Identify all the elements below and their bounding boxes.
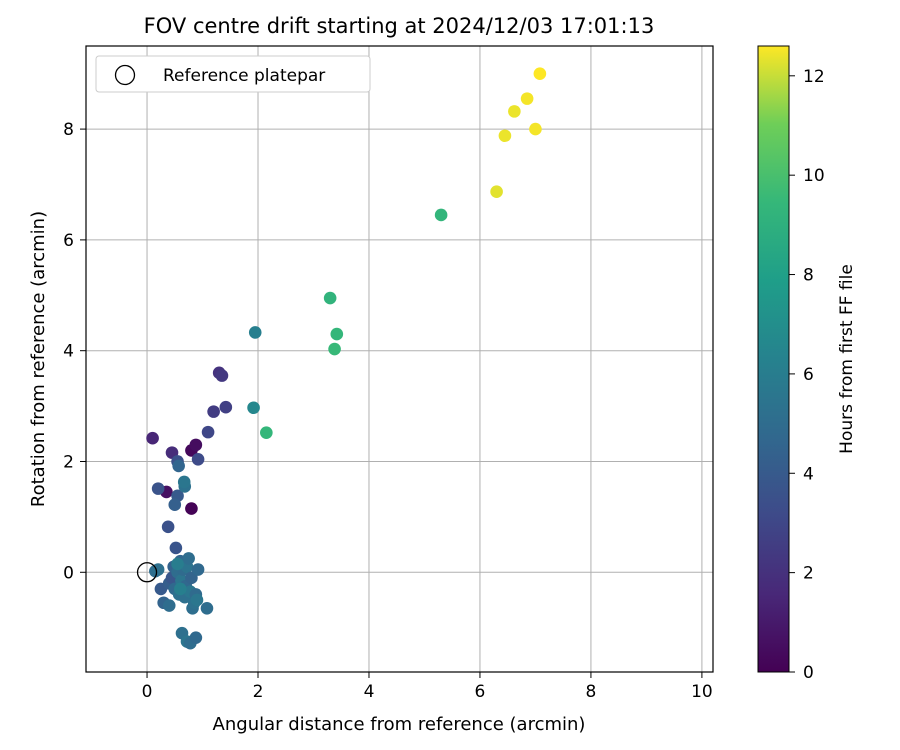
x-tick-label: 2 bbox=[253, 682, 264, 702]
legend-label: Reference platepar bbox=[163, 66, 325, 86]
x-tick-label: 6 bbox=[475, 682, 486, 702]
data-point bbox=[508, 105, 521, 118]
legend-marker bbox=[114, 64, 136, 86]
colorbar-gradient bbox=[757, 45, 790, 673]
data-point bbox=[247, 401, 260, 415]
data-point bbox=[182, 552, 195, 565]
data-point bbox=[498, 129, 512, 143]
data-point bbox=[330, 327, 344, 341]
data-point bbox=[434, 208, 448, 222]
data-point bbox=[520, 92, 534, 105]
chart-title: FOV centre drift starting at 2024/12/03 … bbox=[144, 14, 655, 38]
reference-point bbox=[136, 562, 158, 583]
data-point bbox=[191, 452, 205, 466]
colorbar-label: Hours from first FF file bbox=[837, 264, 857, 454]
colorbar-tick-label: 8 bbox=[803, 266, 814, 286]
data-points bbox=[146, 67, 547, 650]
data-point bbox=[171, 557, 184, 571]
data-point bbox=[215, 369, 229, 382]
y-tick-label: 8 bbox=[63, 120, 74, 140]
data-point bbox=[146, 431, 159, 445]
y-tick-label: 2 bbox=[63, 452, 74, 472]
data-point bbox=[174, 582, 187, 596]
data-point bbox=[260, 426, 273, 439]
legend-box bbox=[95, 55, 371, 93]
data-point bbox=[151, 482, 165, 495]
x-tick-label: 0 bbox=[142, 682, 153, 702]
x-axis-label: Angular distance from reference (arcmin) bbox=[213, 714, 586, 735]
data-point bbox=[177, 475, 191, 489]
colorbar: 0 2 4 6 8 10 12 Hours from first FF file bbox=[757, 45, 857, 683]
data-point bbox=[161, 520, 175, 534]
data-point bbox=[529, 122, 542, 136]
legend: Reference platepar bbox=[95, 55, 371, 93]
data-point bbox=[201, 425, 215, 439]
y-tick-label: 4 bbox=[63, 342, 74, 362]
y-tick-label: 0 bbox=[63, 563, 74, 583]
data-point bbox=[189, 631, 203, 644]
y-axis-ticks: 0 2 4 6 8 bbox=[63, 120, 86, 583]
data-point bbox=[189, 438, 203, 452]
data-point bbox=[207, 405, 220, 418]
colorbar-tick-label: 12 bbox=[803, 67, 825, 87]
colorbar-tick-label: 6 bbox=[803, 365, 814, 385]
data-point bbox=[490, 185, 503, 198]
data-point bbox=[200, 601, 214, 615]
data-point bbox=[190, 593, 204, 607]
data-point bbox=[219, 400, 233, 414]
data-point bbox=[168, 498, 182, 511]
colorbar-tick-label: 4 bbox=[803, 464, 814, 484]
data-point bbox=[162, 599, 176, 612]
x-axis-ticks: 0 2 4 6 8 10 bbox=[142, 672, 713, 702]
data-point bbox=[323, 291, 337, 305]
data-point bbox=[248, 326, 262, 339]
x-tick-label: 10 bbox=[691, 682, 713, 702]
y-axis-label: Rotation from reference (arcmin) bbox=[28, 211, 49, 507]
plot-frame bbox=[85, 45, 714, 673]
data-point bbox=[185, 502, 198, 515]
colorbar-tick-label: 2 bbox=[803, 564, 814, 584]
y-tick-label: 6 bbox=[63, 231, 74, 251]
reference-marker bbox=[136, 562, 158, 583]
data-point bbox=[533, 67, 547, 80]
colorbar-tick-label: 10 bbox=[803, 166, 825, 186]
data-point bbox=[172, 459, 185, 473]
x-tick-label: 8 bbox=[586, 682, 597, 702]
x-tick-label: 4 bbox=[364, 682, 375, 702]
data-point bbox=[191, 563, 205, 576]
colorbar-ticks: 0 2 4 6 8 10 12 bbox=[789, 67, 825, 683]
colorbar-tick-label: 0 bbox=[803, 663, 814, 683]
data-point bbox=[169, 541, 183, 555]
data-point bbox=[328, 342, 341, 356]
